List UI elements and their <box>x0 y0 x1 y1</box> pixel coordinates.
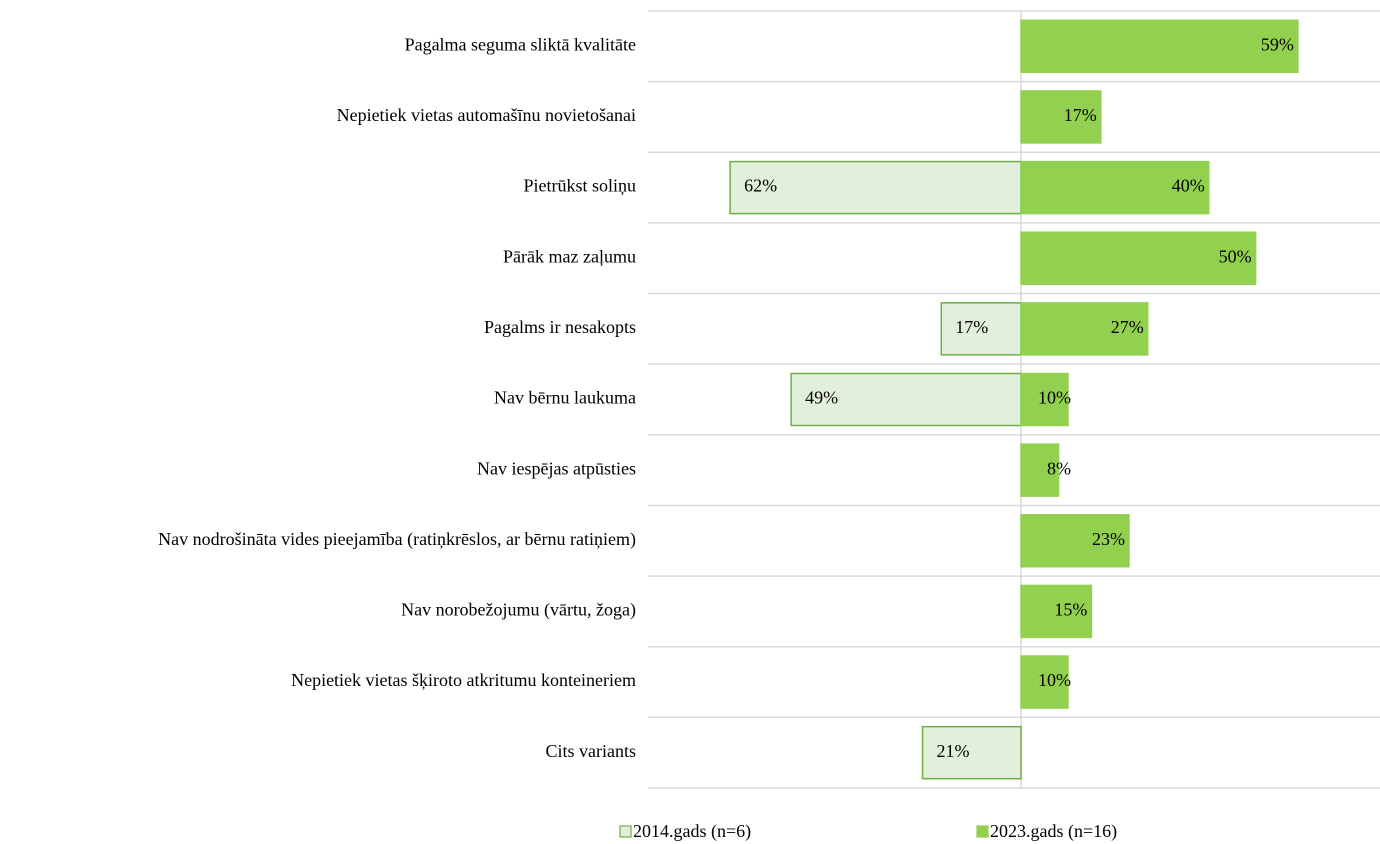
data-label: 23% <box>1092 529 1125 549</box>
bar <box>1020 584 1093 639</box>
category-label: Nav iespējas atpūsties <box>477 458 636 478</box>
legend-label: 2014.gads (n=6) <box>633 821 751 842</box>
category-label: Nepietiek vietas automašīnu novietošanai <box>337 105 636 125</box>
category-label: Nav nodrošināta vides pieejamība (ratiņk… <box>158 529 636 550</box>
data-label: 59% <box>1261 34 1294 54</box>
category-label: Pagalms ir nesakopts <box>484 317 636 337</box>
bar <box>1020 90 1102 144</box>
legend-label: 2023.gads (n=16) <box>990 821 1117 842</box>
category-label: Nav norobežojumu (vārtu, žoga) <box>401 600 636 621</box>
data-label: 40% <box>1172 176 1205 196</box>
data-label: 62% <box>744 176 777 196</box>
category-label: Nepietiek vietas šķiroto atkritumu konte… <box>291 670 636 690</box>
bar <box>940 302 1022 356</box>
category-label: Pagalma seguma sliktā kvalitāte <box>405 34 636 54</box>
bar <box>1020 160 1210 215</box>
bar <box>729 160 1022 215</box>
data-label: 50% <box>1219 246 1252 266</box>
category-label: Nav bērnu laukuma <box>494 388 636 408</box>
data-label: 49% <box>805 388 838 408</box>
category-label: Cits variants <box>546 741 637 761</box>
data-label: 15% <box>1054 600 1087 620</box>
data-label: 17% <box>955 317 988 337</box>
bar <box>790 372 1022 427</box>
category-label: Pārāk maz zaļumu <box>503 246 636 266</box>
bar <box>1020 655 1069 709</box>
bar <box>1020 231 1257 285</box>
bar <box>1020 443 1060 497</box>
bar <box>921 725 1022 780</box>
data-label: 21% <box>937 741 970 761</box>
bar <box>1020 19 1299 74</box>
data-label: 8% <box>1047 458 1071 478</box>
data-label: 27% <box>1111 317 1144 337</box>
legend-swatch <box>619 825 632 838</box>
bar <box>1020 302 1149 356</box>
bar <box>1020 514 1130 568</box>
category-label: Pietrūkst soliņu <box>523 176 636 196</box>
data-label: 10% <box>1038 670 1071 690</box>
legend-swatch <box>976 825 989 838</box>
data-label: 10% <box>1038 388 1071 408</box>
data-label: 17% <box>1064 105 1097 125</box>
bar <box>1020 372 1069 427</box>
